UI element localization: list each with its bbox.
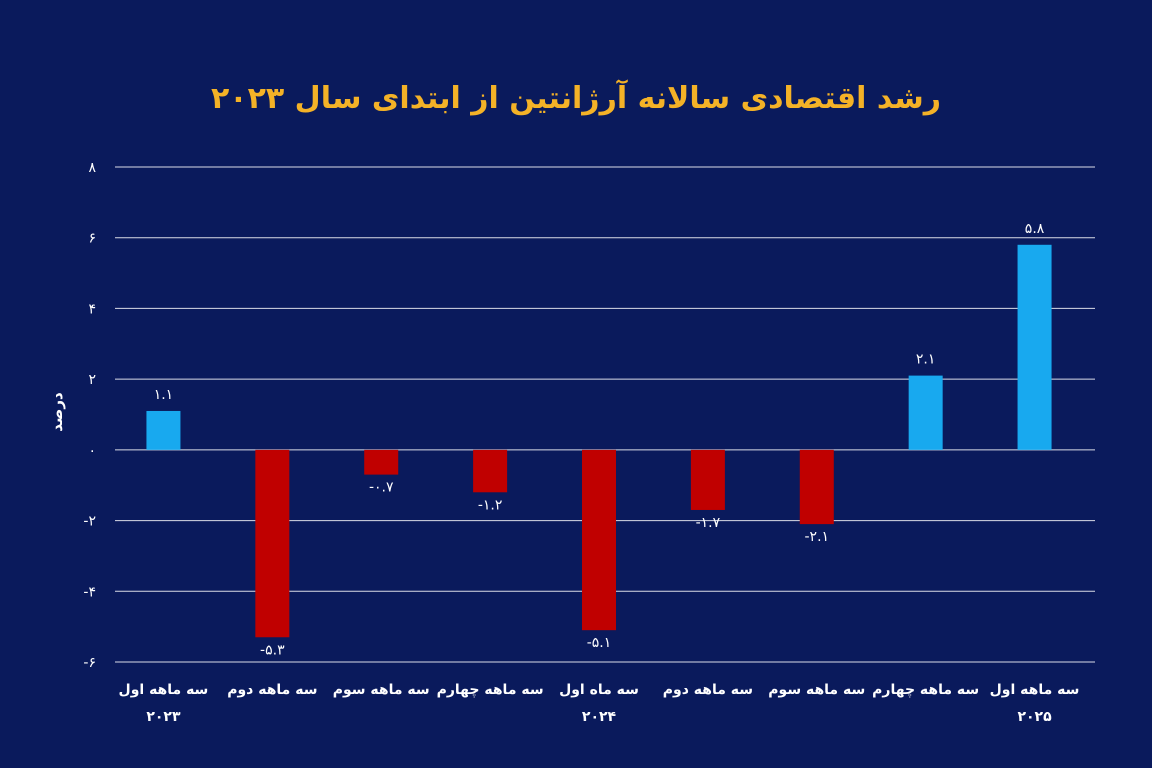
- y-tick-label: -۴: [83, 584, 96, 600]
- data-label: -۱.۷: [696, 515, 721, 531]
- bar: [364, 449, 399, 475]
- bar: [146, 410, 181, 450]
- bar: [473, 449, 508, 493]
- category-label: سه ماهه دوم: [227, 682, 317, 698]
- data-label: -۰.۷: [369, 480, 394, 496]
- data-label: ۲.۱: [916, 352, 936, 368]
- bar: [690, 449, 725, 510]
- category-labels: سه ماهه اول ۲۰۲۳ سه ماهه دوم سه ماهه سوم سه …: [119, 682, 1080, 725]
- category-label: سه ماهه چهارم: [437, 682, 544, 698]
- y-tick-label: ۰: [88, 443, 96, 459]
- data-label: -۵.۱: [587, 635, 612, 651]
- category-year-label: ۲۰۲۳: [146, 709, 181, 725]
- category-label: سه ماهه سوم: [333, 682, 430, 698]
- y-tick-label: -۶: [83, 655, 96, 671]
- data-labels: ۱.۱ -۵.۳ -۰.۷ -۱.۲ -۵.۱ -۱.۷ -۲.۱ ۲.۱ ۵.۸: [154, 221, 1045, 658]
- y-axis-ticks: ۸ ۶ ۴ ۲ ۰ -۲ -۴ -۶: [83, 160, 96, 671]
- y-tick-label: ۲: [88, 372, 96, 388]
- bar: [908, 375, 943, 450]
- category-label: سه ماهه سوم: [768, 682, 865, 698]
- data-label: -۵.۳: [260, 642, 285, 658]
- chart-title: رشد اقتصادی سالانه آرژانتین از ابتدای سا…: [211, 79, 941, 116]
- bars: [146, 244, 1052, 638]
- y-tick-label: ۸: [88, 160, 96, 176]
- category-label: سه ماهه اول: [119, 682, 209, 698]
- bar: [1017, 244, 1052, 450]
- y-tick-label: -۲: [83, 514, 96, 530]
- category-label: سه ماه اول: [559, 682, 639, 698]
- category-label: سه ماهه دوم: [663, 682, 753, 698]
- data-label: -۲.۱: [805, 529, 830, 545]
- category-label: سه ماهه اول: [990, 682, 1080, 698]
- data-label: ۱.۱: [154, 387, 174, 403]
- bar: [799, 449, 834, 525]
- category-year-label: ۲۰۲۴: [582, 709, 617, 725]
- bar: [255, 449, 290, 638]
- category-label: سه ماهه چهارم: [872, 682, 979, 698]
- data-label: -۱.۲: [478, 497, 503, 513]
- data-label: ۵.۸: [1025, 221, 1045, 237]
- y-axis-label: درصد: [48, 392, 66, 432]
- y-tick-label: ۶: [88, 231, 96, 247]
- bar: [582, 449, 616, 631]
- category-year-label: ۲۰۲۵: [1017, 709, 1052, 725]
- y-tick-label: ۴: [88, 301, 96, 317]
